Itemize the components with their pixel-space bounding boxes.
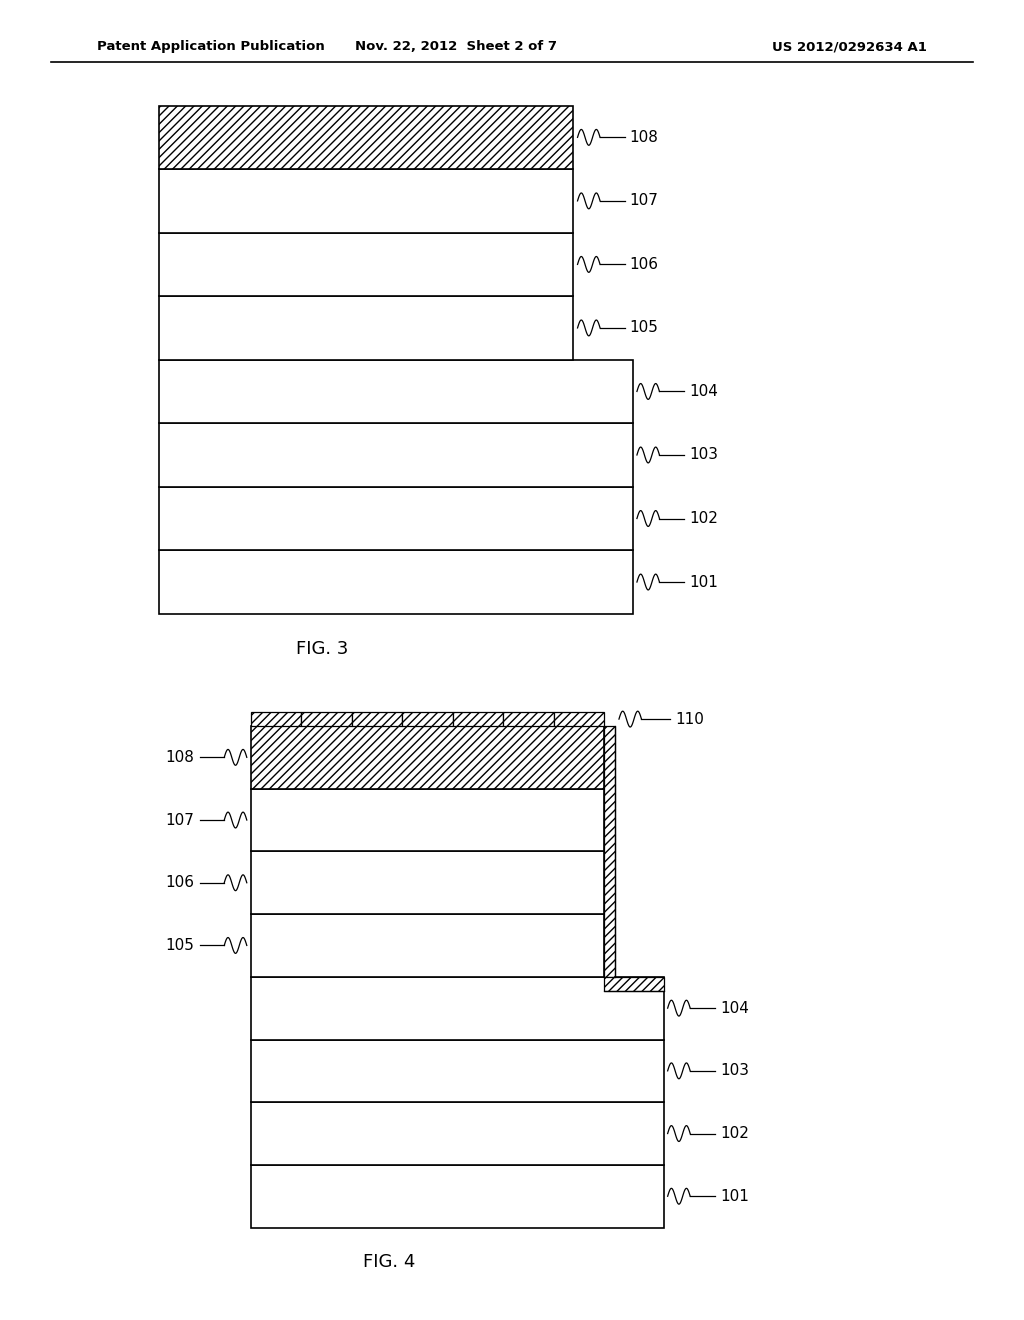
Bar bbox=[159, 169, 573, 232]
Text: Nov. 22, 2012  Sheet 2 of 7: Nov. 22, 2012 Sheet 2 of 7 bbox=[354, 41, 557, 53]
Bar bbox=[251, 1164, 664, 1228]
Text: FIG. 3: FIG. 3 bbox=[296, 640, 349, 659]
Text: 105: 105 bbox=[166, 939, 195, 953]
Bar bbox=[453, 713, 503, 726]
Text: 103: 103 bbox=[720, 1064, 749, 1078]
Bar bbox=[604, 977, 664, 990]
Bar bbox=[251, 726, 604, 788]
Bar bbox=[159, 232, 573, 296]
Bar bbox=[402, 713, 453, 726]
Bar bbox=[251, 913, 604, 977]
Bar bbox=[159, 106, 573, 169]
Text: 104: 104 bbox=[689, 384, 718, 399]
Text: US 2012/0292634 A1: US 2012/0292634 A1 bbox=[772, 41, 927, 53]
Text: 107: 107 bbox=[630, 194, 658, 209]
Bar bbox=[159, 359, 633, 424]
Text: Patent Application Publication: Patent Application Publication bbox=[97, 41, 325, 53]
Text: 108: 108 bbox=[166, 750, 195, 764]
Bar bbox=[352, 713, 402, 726]
Bar bbox=[301, 713, 352, 726]
Text: 105: 105 bbox=[630, 321, 658, 335]
Text: FIG. 4: FIG. 4 bbox=[362, 1253, 416, 1271]
Text: 101: 101 bbox=[720, 1189, 749, 1204]
Bar bbox=[159, 424, 633, 487]
Bar bbox=[159, 550, 633, 614]
Text: 106: 106 bbox=[166, 875, 195, 890]
Text: 108: 108 bbox=[630, 129, 658, 145]
Bar bbox=[251, 851, 604, 913]
Text: 102: 102 bbox=[720, 1126, 749, 1140]
Bar bbox=[159, 296, 573, 359]
Text: 106: 106 bbox=[630, 257, 658, 272]
Bar bbox=[503, 713, 554, 726]
Text: 110: 110 bbox=[675, 711, 705, 726]
Text: 104: 104 bbox=[720, 1001, 749, 1015]
Text: 103: 103 bbox=[689, 447, 718, 462]
Bar bbox=[251, 1040, 664, 1102]
Bar bbox=[251, 713, 301, 726]
Bar bbox=[251, 1102, 664, 1164]
Bar bbox=[251, 977, 664, 1040]
Text: 101: 101 bbox=[689, 574, 718, 590]
Bar bbox=[251, 789, 604, 851]
Bar bbox=[604, 726, 614, 977]
Text: 107: 107 bbox=[166, 813, 195, 828]
Text: 102: 102 bbox=[689, 511, 718, 525]
Bar bbox=[159, 487, 633, 550]
Bar bbox=[554, 713, 604, 726]
